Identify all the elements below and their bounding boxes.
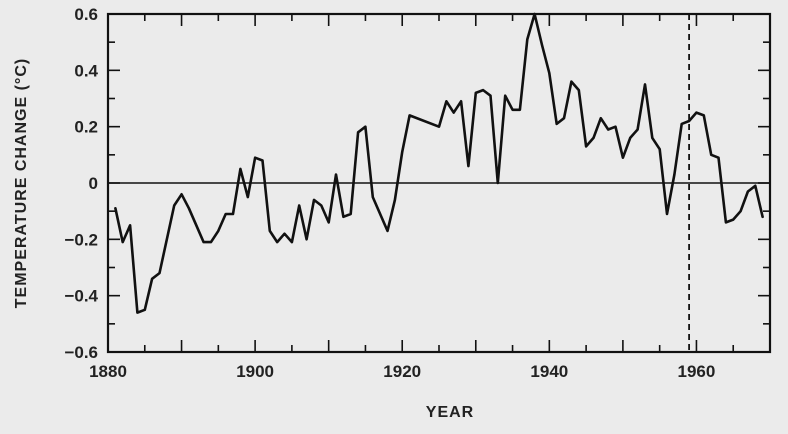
y-axis-tick-labels: 0.6 0.4 0.2 0 −0.2 −0.4 −0.6 [64, 5, 98, 362]
temperature-series-line [114, 12, 764, 314]
y-tick-label: 0 [89, 174, 98, 193]
x-tick-label: 1960 [678, 362, 716, 381]
y-tick-label: 0.2 [74, 118, 98, 137]
series-layer [114, 12, 764, 314]
x-tick-label: 1880 [89, 362, 127, 381]
axis-ticks [107, 13, 771, 353]
y-tick-label: 0.4 [74, 61, 98, 80]
x-axis-tick-labels: 1880 1900 1920 1940 1960 [89, 362, 715, 381]
x-tick-label: 1940 [530, 362, 568, 381]
plot-frame [106, 12, 772, 354]
x-tick-label: 1900 [236, 362, 274, 381]
y-axis-title: TEMPERATURE CHANGE (°C) [13, 58, 30, 308]
x-tick-label: 1920 [383, 362, 421, 381]
x-axis-title: YEAR [426, 404, 474, 421]
y-tick-label: −0.6 [64, 343, 98, 362]
y-tick-label: 0.6 [74, 5, 98, 24]
y-tick-label: −0.2 [64, 230, 98, 249]
y-tick-label: −0.4 [64, 287, 98, 306]
